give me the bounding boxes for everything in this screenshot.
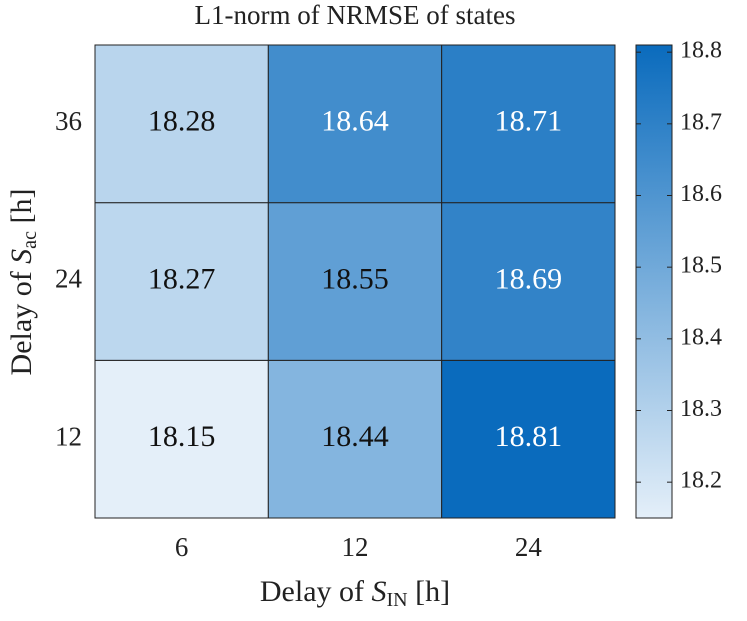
x-tick-label: 12 [342,532,369,562]
x-label-suffix: [h] [408,575,450,608]
y-label-symbol: S [5,249,38,264]
cell-label: 18.64 [321,105,389,138]
cell-label: 18.69 [495,262,563,295]
chart-title: L1-norm of NRMSE of states [195,0,516,30]
heatmap-cell [267,44,443,204]
heatmap-cell [94,44,269,204]
cell-label: 18.55 [321,262,389,295]
y-label-suffix: [h] [5,189,38,231]
cell-label: 18.81 [495,420,563,453]
colorbar-tick-label: 18.4 [680,324,722,350]
cell-label: 18.71 [495,105,563,138]
x-tick-label: 24 [515,532,543,562]
colorbar [635,44,673,519]
x-label-prefix: Delay of [260,575,372,608]
cell-label: 18.44 [321,420,389,453]
colorbar-tick-label: 18.8 [680,38,722,64]
x-tick-label: 6 [175,532,189,562]
heatmap-cell [94,359,269,519]
x-axis-label: Delay of SIN [h] [260,575,450,611]
cell-label: 18.27 [148,262,216,295]
colorbar-tick-label: 18.7 [680,109,722,135]
heatmap-cell [94,202,269,361]
colorbar-tick-label: 18.6 [680,181,722,207]
x-label-subscript: IN [387,589,408,611]
colorbar-tick-label: 18.3 [680,396,722,422]
heatmap-cell [267,359,443,519]
y-tick-label: 12 [55,421,82,451]
x-label-symbol: S [372,575,387,608]
y-label-subscript: ac [19,231,41,249]
colorbar-tick-label: 18.2 [680,468,722,494]
cell-label: 18.28 [148,105,216,138]
y-label-prefix: Delay of [5,264,38,376]
y-axis-label: Delay of Sac [h] [5,189,41,376]
heatmap-cell [441,44,616,204]
y-tick-label: 24 [55,264,83,294]
heatmap-cell [267,202,443,361]
colorbar-tick-label: 18.5 [680,253,722,279]
cell-label: 18.15 [148,420,216,453]
y-tick-label: 36 [55,106,82,136]
heatmap-cell [441,202,616,361]
